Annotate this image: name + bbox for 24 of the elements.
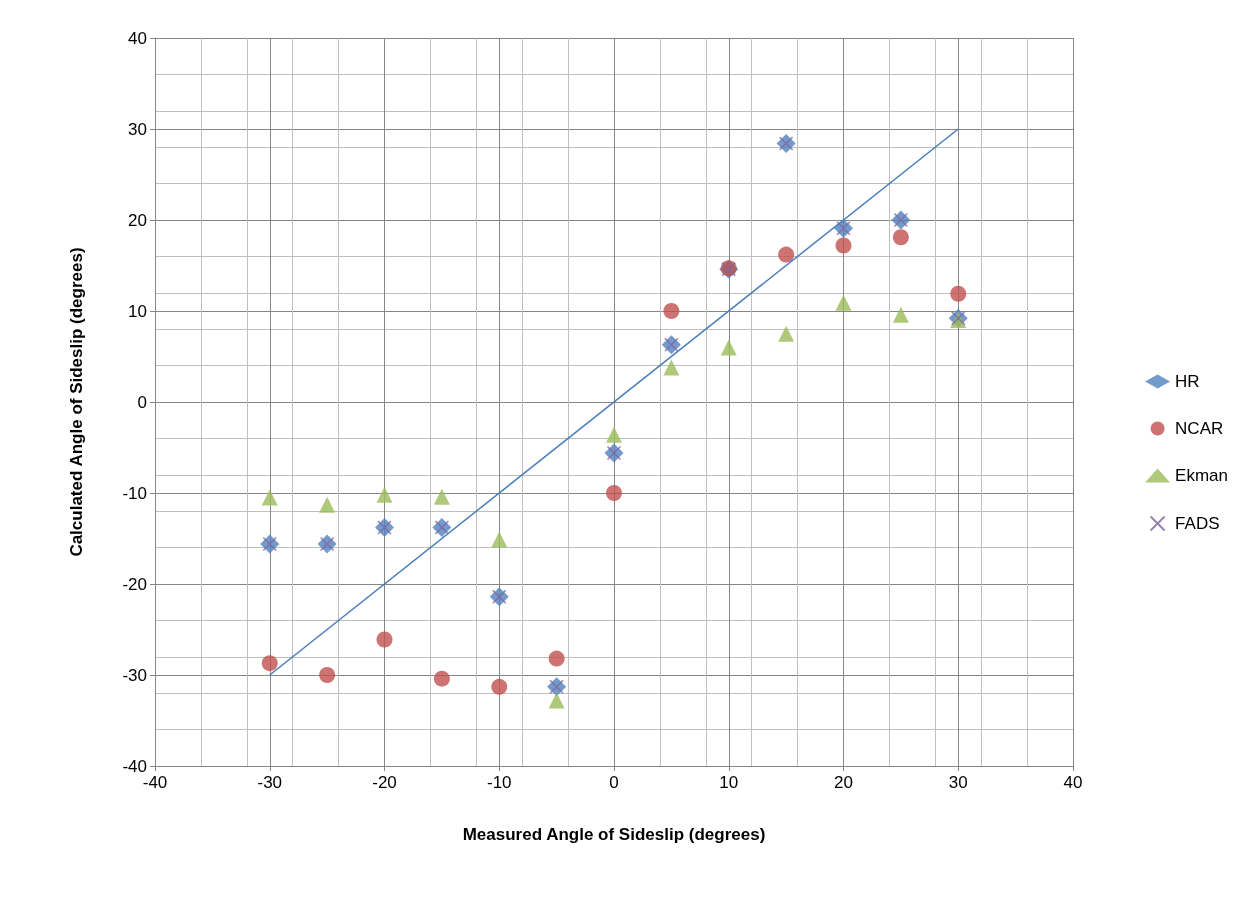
- y-tick-label: -30: [122, 665, 147, 685]
- legend-label: FADS: [1175, 514, 1220, 533]
- x-axis-title: Measured Angle of Sideslip (degrees): [462, 825, 766, 844]
- x-tick-label: 0: [609, 773, 619, 792]
- x-tick-label: 10: [719, 773, 739, 792]
- y-axis-title: Calculated Angle of Sideslip (degrees): [67, 247, 86, 557]
- y-tick-label: 40: [128, 28, 147, 48]
- legend-label: HR: [1175, 372, 1200, 391]
- x-tick-label: -10: [486, 773, 512, 792]
- y-tick-label: -40: [122, 756, 147, 776]
- y-tick-label: 20: [128, 210, 147, 230]
- y-tick-label: -10: [122, 483, 147, 503]
- y-tick-label: 30: [128, 119, 147, 139]
- legend-label: NCAR: [1175, 419, 1224, 438]
- x-tick-label: -20: [372, 773, 397, 792]
- y-tick-label: 10: [128, 301, 147, 321]
- x-tick-label: 20: [834, 773, 853, 792]
- y-tick-label: 0: [137, 392, 147, 412]
- x-tick-label: -30: [257, 773, 283, 792]
- x-tick-label: -40: [142, 773, 168, 792]
- x-tick-label: 40: [1063, 773, 1083, 792]
- y-tick-label: -20: [122, 574, 147, 594]
- legend-label: Ekman: [1175, 466, 1229, 485]
- x-tick-label: 30: [948, 773, 968, 792]
